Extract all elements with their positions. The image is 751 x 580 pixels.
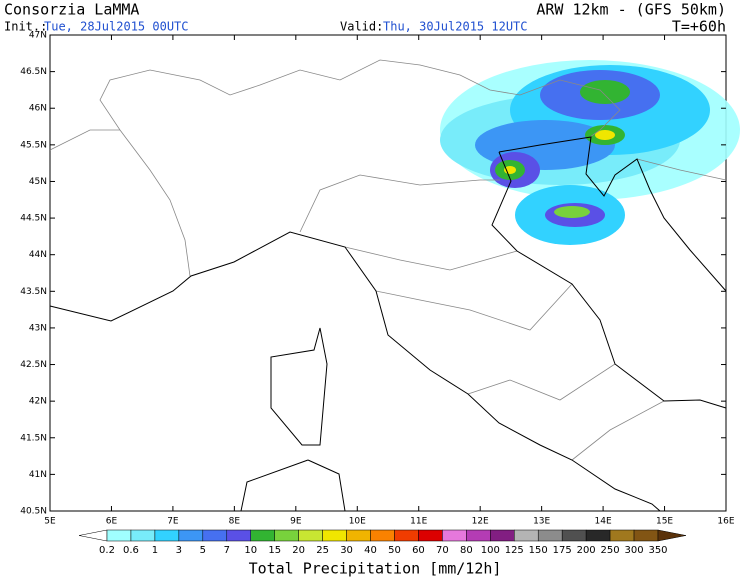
model-title: ARW 12km - (GFS 50km) [536, 1, 726, 19]
colorbar-box [585, 529, 611, 542]
lat-label: 46.5N [20, 67, 47, 77]
lat-label: 44N [29, 250, 47, 260]
colorbar-box [370, 529, 395, 542]
lon-label: 14E [595, 517, 612, 527]
colorbar-box [154, 529, 180, 542]
org-title: Consorzia LaMMA [4, 1, 139, 19]
colorbar-label: 25 [316, 545, 329, 556]
lon-label: 7E [167, 517, 179, 527]
colorbar-label: 70 [436, 545, 449, 556]
valid-label: Valid: [340, 20, 383, 34]
lat-label: 43N [29, 323, 47, 333]
colorbar-label: 80 [460, 545, 473, 556]
lon-label: 9E [290, 517, 302, 527]
colorbar-arrow [78, 529, 108, 542]
colorbar-label: 30 [340, 545, 353, 556]
colorbar-label: 300 [624, 545, 643, 556]
colorbar-box [442, 529, 467, 542]
lat-label: 45N [29, 177, 47, 187]
colorbar-label: 200 [577, 545, 596, 556]
colorbar-box [346, 529, 371, 542]
colorbar-box [561, 529, 587, 542]
colorbar-box [394, 529, 419, 542]
lon-label: 8E [229, 517, 241, 527]
colorbar-label: 150 [529, 545, 548, 556]
valid-value: Thu, 30Jul2015 12UTC [383, 20, 528, 34]
colorbar-box [537, 529, 563, 542]
lon-label: 13E [533, 517, 550, 527]
colorbar-label: 3 [176, 545, 182, 556]
coastlines [49, 136, 727, 512]
lat-label: 42.5N [20, 360, 47, 370]
colorbar-box [633, 529, 659, 542]
colorbar-box [250, 529, 275, 542]
colorbar-box [178, 529, 204, 542]
colorbar-label: 100 [481, 545, 500, 556]
lon-label: 6E [106, 517, 118, 527]
colorbar-box [226, 529, 251, 542]
colorbar-label: 40 [364, 545, 377, 556]
colorbar-box [106, 529, 132, 542]
colorbar-label: 350 [648, 545, 667, 556]
colorbar-box [322, 529, 347, 542]
init-value: Tue, 28Jul2015 00UTC [44, 20, 189, 34]
colorbar-box [466, 529, 491, 542]
init-label: Init.: [4, 20, 47, 34]
lon-label: 5E [44, 517, 56, 527]
colorbar-label: 50 [388, 545, 401, 556]
colorbar-label: 1 [152, 545, 158, 556]
lat-label: 47N [29, 31, 47, 41]
axes: 47N 46.5N 46N 45.5N 45N 44.5N 44N 43.5N 43N 42.5N… [20, 31, 735, 527]
precipitation [440, 60, 740, 245]
colorbar-title: Total Precipitation [mm/12h] [249, 560, 502, 578]
lon-label: 10E [349, 517, 366, 527]
lon-label: 12E [472, 517, 489, 527]
lat-label: 42N [29, 397, 47, 407]
colorbar-box [274, 529, 299, 542]
lon-label: 15E [656, 517, 673, 527]
lat-label: 46N [29, 104, 47, 114]
lat-label: 44.5N [20, 214, 47, 224]
colorbar-label: 175 [553, 545, 572, 556]
lat-label: 43.5N [20, 287, 47, 297]
colorbar-label: 15 [268, 545, 281, 556]
lat-label: 41N [29, 470, 47, 480]
colorbar-box [298, 529, 323, 542]
colorbar-label: 250 [601, 545, 620, 556]
colorbar-label: 0.6 [123, 545, 139, 556]
colorbar-label: 10 [244, 545, 257, 556]
colorbar-box [490, 529, 515, 542]
colorbar-label: 20 [292, 545, 305, 556]
map-area [49, 34, 740, 512]
colorbar-arrow [657, 529, 687, 542]
colorbar-box [418, 529, 443, 542]
lon-label: 11E [410, 517, 427, 527]
lon-label: 16E [717, 517, 734, 527]
colorbar-box [202, 529, 228, 542]
lat-label: 40.5N [20, 507, 47, 517]
colorbar-label: 5 [200, 545, 206, 556]
colorbar-label: 0.2 [99, 545, 115, 556]
lat-label: 41.5N [20, 433, 47, 443]
lat-label: 45.5N [20, 140, 47, 150]
colorbar-label: 60 [412, 545, 425, 556]
colorbar-label: 125 [505, 545, 524, 556]
colorbar-label: 7 [224, 545, 230, 556]
borders [49, 59, 727, 461]
forecast-step: T=+60h [672, 18, 726, 36]
colorbar-box [514, 529, 539, 542]
colorbar: 0.2 0.6 1 3 5 7 10 15 20 25 30 40 50 60 70 80 100 125 150 1… [78, 529, 687, 556]
colorbar-box [130, 529, 156, 542]
colorbar-box [609, 529, 635, 542]
